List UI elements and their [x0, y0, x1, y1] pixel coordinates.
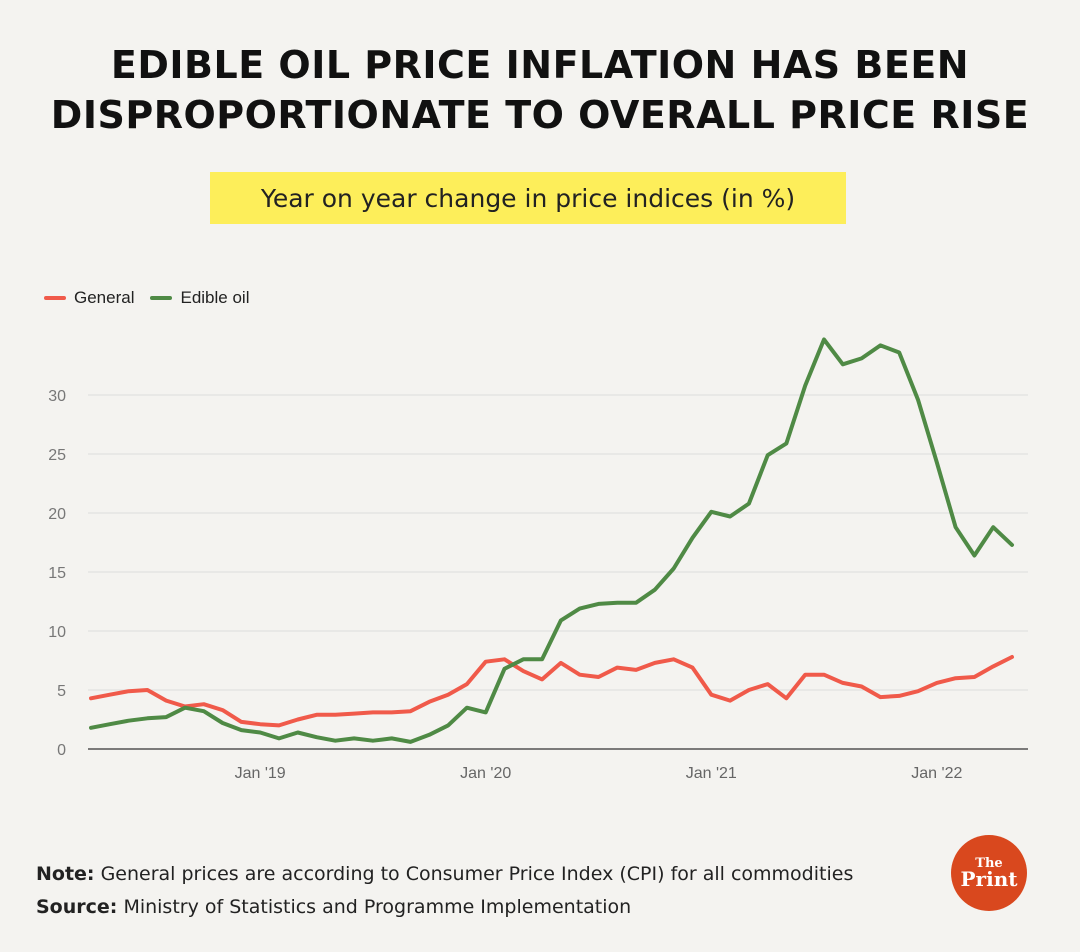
y-tick-label-25: 25 — [48, 447, 66, 464]
chart-grid — [88, 394, 1028, 691]
chart-title-line2: DISPROPORTIONATE TO OVERALL PRICE RISE — [50, 93, 1030, 137]
y-tick-label-20: 20 — [48, 506, 66, 523]
chart-title: EDIBLE OIL PRICE INFLATION HAS BEEN DISP… — [0, 40, 1080, 140]
y-tick-label-15: 15 — [48, 565, 66, 582]
logo-print: Print — [960, 866, 1018, 891]
chart-title-line1: EDIBLE OIL PRICE INFLATION HAS BEEN — [110, 43, 970, 87]
source-label: Source: — [36, 896, 118, 918]
theprint-logo: The Print — [951, 835, 1027, 911]
note-label: Note: — [36, 863, 95, 885]
series-line-general — [89, 655, 1014, 728]
y-tick-label-0: 0 — [57, 742, 66, 759]
source-text: Ministry of Statistics and Programme Imp… — [123, 896, 632, 918]
y-tick-label-10: 10 — [48, 624, 66, 641]
x-tick-label: Jan '20 — [460, 765, 511, 782]
footer-source: Source: Ministry of Statistics and Progr… — [36, 891, 853, 924]
legend-label-edible-oil: Edible oil — [180, 288, 250, 307]
footer-note: Note: General prices are according to Co… — [36, 858, 853, 891]
x-tick-label: Jan '21 — [686, 765, 737, 782]
x-axis-ticks: Jan '19 Jan '20 Jan '21 Jan '22 — [235, 765, 963, 782]
logo-the: The — [975, 855, 1003, 871]
legend-item-edible-oil: Edible oil — [150, 288, 249, 308]
x-tick-label: Jan '22 — [911, 765, 962, 782]
legend-label-general: General — [74, 288, 135, 307]
note-text: General prices are according to Consumer… — [100, 863, 854, 885]
legend-swatch-general — [44, 296, 66, 300]
legend-item-general: General — [44, 288, 134, 308]
y-tick-label-30: 30 — [48, 388, 66, 405]
x-tick-label: Jan '19 — [235, 765, 286, 782]
y-axis-ticks: 0 5 10 15 20 25 30 — [48, 388, 66, 759]
legend-swatch-edible-oil — [150, 296, 173, 300]
y-tick-label-5: 5 — [57, 683, 66, 700]
footer: Note: General prices are according to Co… — [36, 858, 853, 924]
chart-legend: General Edible oil — [44, 288, 265, 308]
chart-series — [89, 337, 1014, 744]
chart-subtitle: Year on year change in price indices (in… — [210, 172, 846, 224]
series-line-edible-oil — [89, 337, 1014, 744]
